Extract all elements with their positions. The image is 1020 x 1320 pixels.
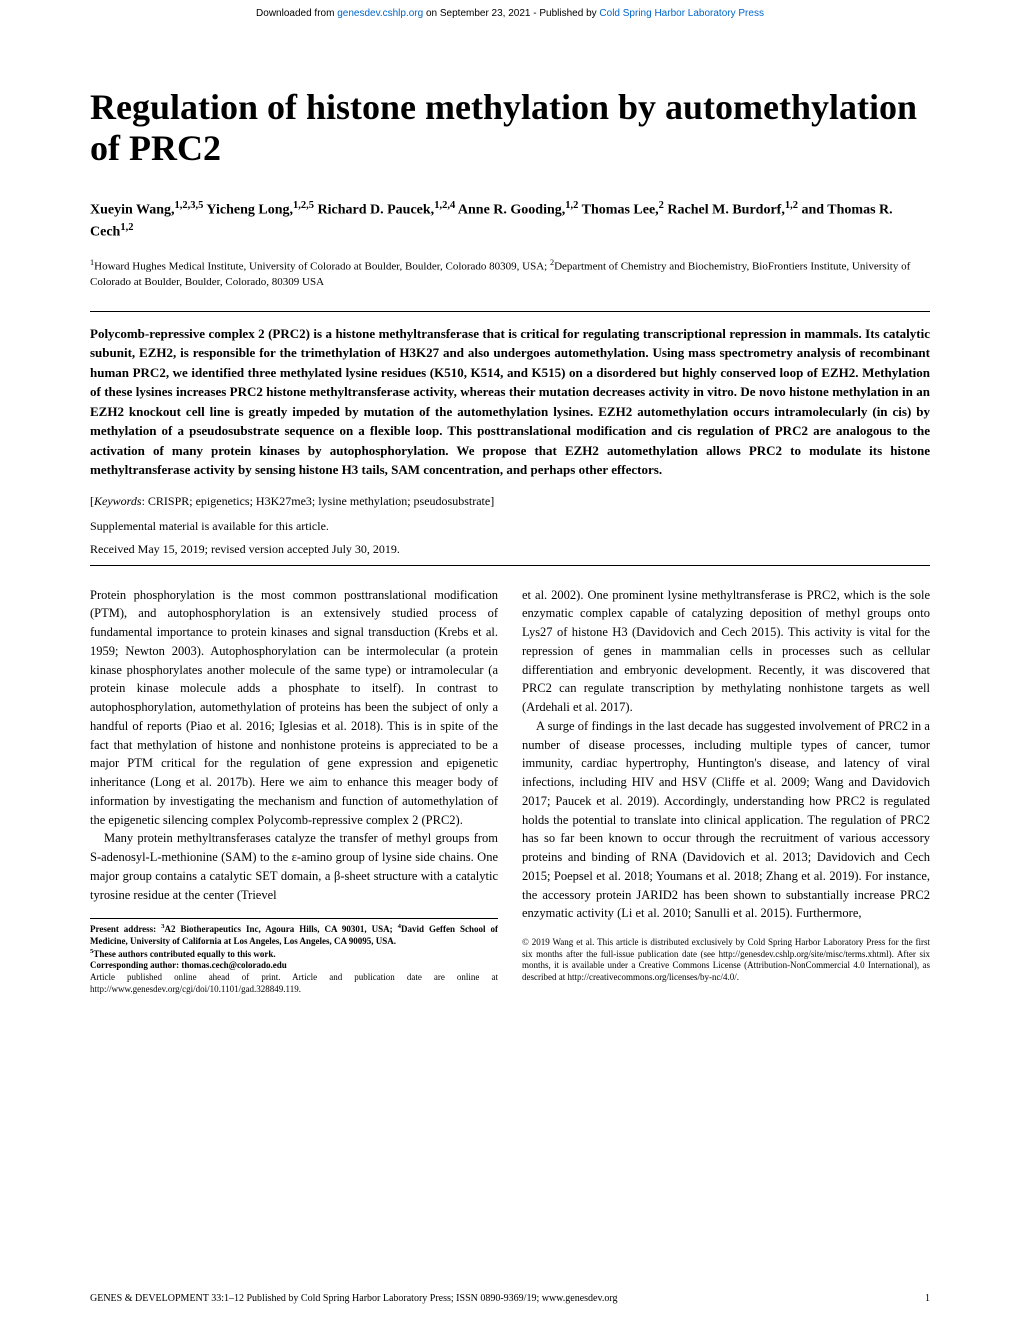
article-title: Regulation of histone methylation by aut… [90,87,930,170]
footnotes-right: © 2019 Wang et al. This article is distr… [522,937,930,984]
footer-journal-info: GENES & DEVELOPMENT 33:1–12 Published by… [90,1293,617,1304]
keywords-line: [Keywords: CRISPR; epigenetics; H3K27me3… [90,494,930,509]
download-header: Downloaded from genesdev.cshlp.org on Se… [0,0,1020,27]
body-para-4: A surge of findings in the last decade h… [522,717,930,923]
authors-line: Xueyin Wang,1,2,3,5 Yicheng Long,1,2,5 R… [90,198,930,243]
rule-top [90,311,930,312]
body-para-2: Many protein methyltransferases catalyze… [90,829,498,904]
keywords-label: Keywords [94,494,142,508]
page-number: 1 [925,1293,930,1304]
affiliations: 1Howard Hughes Medical Institute, Univer… [90,257,930,290]
body-para-1: Protein phosphorylation is the most comm… [90,586,498,830]
received-dates: Received May 15, 2019; revised version a… [90,542,930,566]
header-prefix: Downloaded from [256,8,337,19]
keywords-text: : CRISPR; epigenetics; H3K27me3; lysine … [142,494,495,508]
header-link-1[interactable]: genesdev.cshlp.org [337,8,423,19]
supplemental-note: Supplemental material is available for t… [90,519,930,534]
body-para-3: et al. 2002). One prominent lysine methy… [522,586,930,717]
page-footer: GENES & DEVELOPMENT 33:1–12 Published by… [0,1293,1020,1304]
page-content: Regulation of histone methylation by aut… [0,27,1020,1005]
left-column: Protein phosphorylation is the most comm… [90,586,498,996]
body-two-column: Protein phosphorylation is the most comm… [90,586,930,996]
header-link-2[interactable]: Cold Spring Harbor Laboratory Press [599,8,764,19]
abstract: Polycomb-repressive complex 2 (PRC2) is … [90,324,930,480]
right-column: et al. 2002). One prominent lysine methy… [522,586,930,996]
header-middle: on September 23, 2021 - Published by [423,8,599,19]
footnotes-left: Present address: 3A2 Biotherapeutics Inc… [90,918,498,995]
